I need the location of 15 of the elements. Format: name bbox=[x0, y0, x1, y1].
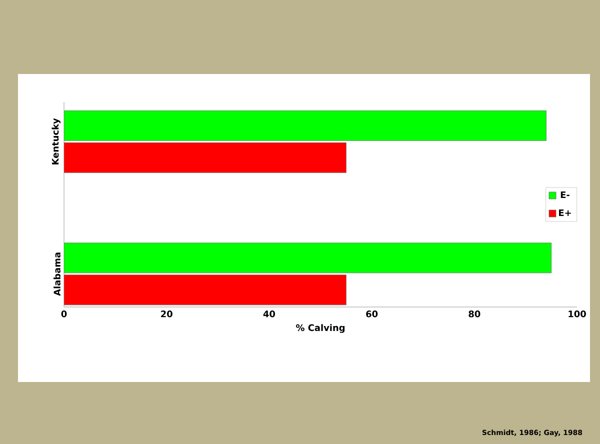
x-tick-label: 20 bbox=[161, 310, 172, 318]
x-tick-label: 80 bbox=[468, 310, 480, 318]
bar bbox=[64, 110, 546, 141]
y-tick-label: Alabama bbox=[54, 252, 60, 296]
x-axis-title: % Calving bbox=[296, 324, 345, 333]
bar bbox=[64, 274, 346, 306]
bar bbox=[64, 142, 346, 173]
x-tick-label: 40 bbox=[263, 310, 276, 318]
bar bbox=[64, 242, 552, 274]
legend-label: E+ bbox=[559, 209, 571, 216]
x-tick-label: 60 bbox=[366, 310, 378, 318]
y-tick-label: Kentucky bbox=[52, 118, 60, 164]
x-tick-label: 0 bbox=[61, 310, 67, 318]
legend-label: E- bbox=[560, 191, 570, 198]
x-tick-label: 100 bbox=[568, 310, 586, 318]
